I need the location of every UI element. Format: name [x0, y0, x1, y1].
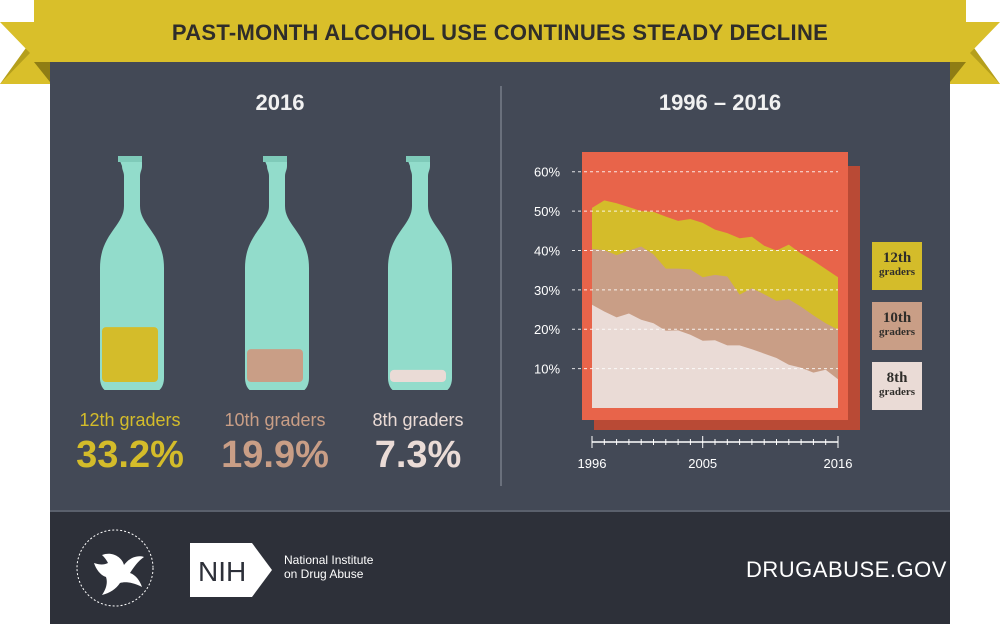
nih-name-line2: on Drug Abuse — [284, 567, 364, 581]
grade-value-8th: 7.3% — [374, 434, 462, 476]
legend-swatch-10th — [872, 302, 922, 350]
legend-item-8th: 8th graders — [874, 370, 920, 398]
bottle-12th-graders — [100, 156, 164, 390]
left-section-title: 2016 — [255, 90, 305, 115]
y-tick-label: 30% — [534, 283, 560, 298]
y-tick-label: 60% — [534, 165, 560, 180]
bottle-8th-graders — [388, 156, 452, 390]
nih-logo: NIH — [190, 543, 272, 597]
y-tick-label: 40% — [534, 243, 560, 258]
legend-item-10th: 10th graders — [874, 310, 920, 338]
area-chart: 60% 50% 40% 30% 20% 10% 1996 2005 2016 — [534, 152, 860, 471]
legend-item-12th: 12th graders — [874, 250, 920, 278]
chart-title: 1996 – 2016 — [658, 90, 782, 115]
grade-value-10th: 19.9% — [221, 434, 329, 476]
grade-label-10th: 10th graders — [224, 410, 326, 430]
legend-10th-line1: 10th — [882, 310, 912, 326]
nih-logo-text: NIH — [198, 556, 246, 587]
nih-name: National Institute on Drug Abuse — [284, 553, 373, 581]
site-link[interactable]: DRUGABUSE.GOV — [746, 557, 947, 582]
legend-swatch-12th — [872, 242, 922, 290]
legend-8th-line1: 8th — [886, 370, 908, 386]
legend-10th-line2: graders — [878, 326, 916, 338]
area-series-3 — [592, 304, 838, 408]
x-tick-label: 2016 — [824, 456, 853, 471]
banner-title: PAST-MONTH ALCOHOL USE CONTINUES STEADY … — [171, 20, 829, 45]
legend-swatch-8th — [872, 362, 922, 410]
x-tick-label: 1996 — [578, 456, 607, 471]
bottle-10th-graders — [245, 156, 309, 390]
bottle-fill-12th — [102, 327, 158, 382]
nih-name-line1: National Institute — [284, 553, 374, 567]
grade-label-12th: 12th graders — [79, 410, 181, 430]
bottle-fill-8th — [390, 369, 446, 382]
x-tick-label: 2005 — [688, 456, 717, 471]
y-tick-label: 20% — [534, 322, 560, 337]
grade-label-8th: 8th graders — [372, 410, 464, 430]
section-divider — [500, 86, 502, 486]
grade-value-12th: 33.2% — [76, 434, 184, 476]
footer-divider — [50, 510, 950, 512]
legend-12th-line2: graders — [878, 266, 916, 278]
legend-8th-line2: graders — [878, 386, 916, 398]
y-tick-label: 10% — [534, 362, 560, 377]
hhs-eagle-seal-icon — [76, 529, 154, 607]
legend-12th-line1: 12th — [882, 250, 912, 266]
y-tick-label: 50% — [534, 204, 560, 219]
bottle-fill-10th — [247, 349, 303, 382]
banner-ribbon — [0, 0, 1000, 84]
